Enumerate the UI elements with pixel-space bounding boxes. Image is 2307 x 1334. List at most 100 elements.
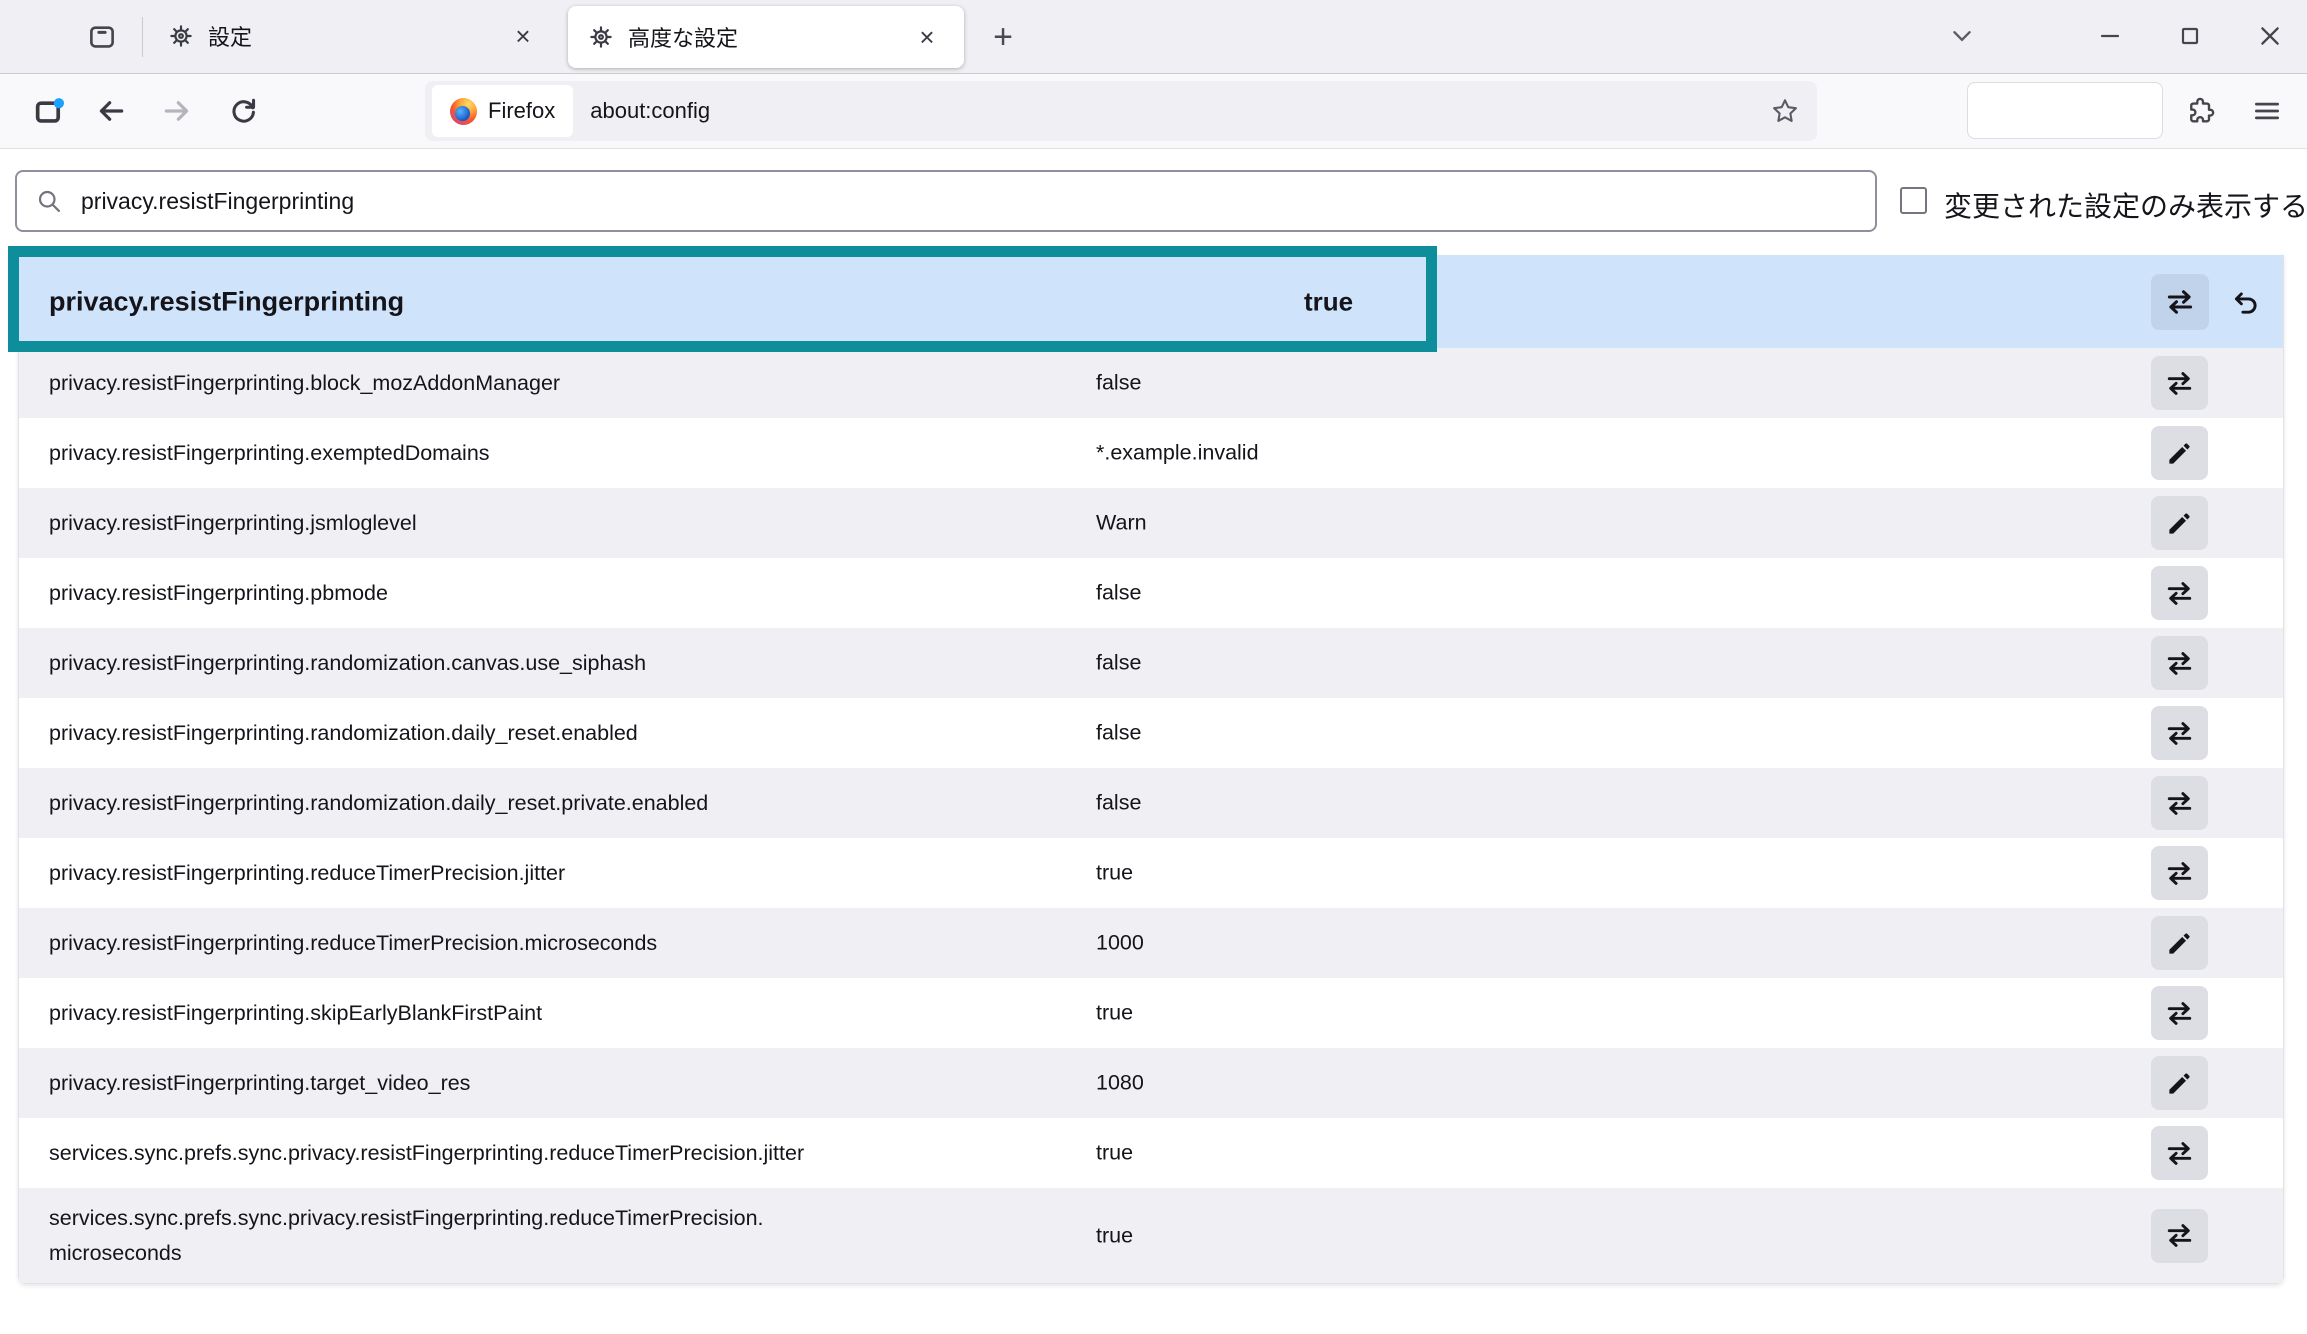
pref-value: false	[1096, 650, 1142, 675]
undo-icon	[2234, 291, 2257, 314]
pref-value: *.example.invalid	[1096, 440, 1259, 465]
pref-row-selected[interactable]: privacy.resistFingerprinting true	[19, 255, 2283, 348]
firefox-view-button[interactable]	[78, 14, 126, 60]
firefox-view-icon	[90, 26, 114, 48]
pref-value: false	[1096, 580, 1142, 605]
pref-row[interactable]: privacy.resistFingerprinting.exemptedDom…	[19, 418, 2283, 488]
url-bar[interactable]: Firefox about:config	[425, 81, 1817, 141]
window-notification-icon	[35, 98, 65, 123]
tab-manager-button[interactable]	[26, 88, 72, 134]
pref-row[interactable]: privacy.resistFingerprinting.reduceTimer…	[19, 908, 2283, 978]
site-identity-chip[interactable]: Firefox	[432, 85, 574, 137]
pref-name: services.sync.prefs.sync.privacy.resistF…	[49, 1140, 805, 1165]
pref-action-button[interactable]	[2151, 706, 2208, 760]
pref-name: privacy.resistFingerprinting.randomizati…	[49, 720, 638, 745]
pref-row[interactable]: privacy.resistFingerprinting.block_mozAd…	[19, 348, 2283, 418]
forward-button[interactable]	[154, 88, 200, 134]
pref-row[interactable]: privacy.resistFingerprinting.randomizati…	[19, 768, 2283, 838]
reload-button[interactable]	[220, 88, 266, 134]
config-search-input[interactable]	[15, 170, 1877, 232]
pref-action-button[interactable]	[2151, 496, 2208, 550]
pref-action-button[interactable]	[2151, 566, 2208, 620]
toggle-icon	[2167, 371, 2192, 395]
extensions-button[interactable]	[2178, 88, 2224, 134]
pref-action-button[interactable]	[2151, 1208, 2208, 1263]
pref-value: false	[1096, 720, 1142, 745]
pref-value: true	[1096, 1000, 1134, 1025]
pref-name: privacy.resistFingerprinting.randomizati…	[49, 790, 709, 815]
pref-rows: privacy.resistFingerprinting.block_mozAd…	[19, 348, 2283, 1283]
edit-pencil-icon	[2169, 442, 2190, 464]
maximize-icon	[2181, 27, 2199, 45]
toggle-icon	[2167, 1001, 2192, 1025]
url-text: about:config	[590, 98, 711, 123]
app-menu-button[interactable]	[2244, 88, 2290, 134]
firefox-logo-icon	[450, 97, 477, 125]
pref-action-button[interactable]	[2151, 776, 2208, 830]
preferences-table: privacy.resistFingerprinting true privac…	[18, 255, 2284, 1284]
pref-action-button[interactable]	[2151, 636, 2208, 690]
pref-action-button[interactable]	[2151, 846, 2208, 900]
star-icon	[1773, 99, 1797, 122]
toggle-icon	[2167, 289, 2193, 314]
pref-name: privacy.resistFingerprinting.target_vide…	[49, 1070, 471, 1095]
tab-settings[interactable]: 設定 ×	[148, 0, 560, 72]
pref-name: privacy.resistFingerprinting.reduceTimer…	[49, 860, 566, 885]
pref-row[interactable]: privacy.resistFingerprinting.skipEarlyBl…	[19, 978, 2283, 1048]
pref-action-button[interactable]	[2151, 356, 2208, 410]
pref-row[interactable]: services.sync.prefs.sync.privacy.resistF…	[19, 1118, 2283, 1188]
pref-value: true	[1096, 860, 1134, 885]
maximize-button[interactable]	[2166, 12, 2214, 60]
pref-row[interactable]: privacy.resistFingerprinting.randomizati…	[19, 698, 2283, 768]
close-icon	[2261, 27, 2279, 45]
pref-name: privacy.resistFingerprinting.jsmloglevel	[49, 510, 417, 535]
close-window-button[interactable]	[2246, 12, 2294, 60]
pref-name: privacy.resistFingerprinting.randomizati…	[49, 650, 647, 675]
pref-row[interactable]: services.sync.prefs.sync.privacy.resistF…	[19, 1188, 2283, 1283]
pref-action-button[interactable]	[2151, 986, 2208, 1040]
tab-close-icon[interactable]: ×	[910, 20, 944, 54]
gear-icon	[590, 26, 612, 48]
pref-action-button[interactable]	[2151, 1126, 2208, 1180]
tab-bar: 設定 × 高度な設定 × +	[0, 0, 2307, 74]
tab-close-icon[interactable]: ×	[506, 19, 540, 53]
pref-name: privacy.resistFingerprinting	[49, 286, 405, 316]
pref-value: false	[1096, 790, 1142, 815]
pref-row[interactable]: privacy.resistFingerprinting.randomizati…	[19, 628, 2283, 698]
edit-pencil-icon	[2169, 512, 2190, 534]
pref-action-button[interactable]	[2151, 1056, 2208, 1110]
pref-value: Warn	[1096, 510, 1147, 535]
pref-action-button[interactable]	[2151, 426, 2208, 480]
chevron-down-icon	[1953, 31, 1971, 42]
pref-row[interactable]: privacy.resistFingerprinting.jsmloglevel…	[19, 488, 2283, 558]
list-all-tabs-button[interactable]	[1938, 12, 1986, 60]
pref-toggle-button[interactable]	[2151, 273, 2209, 330]
pref-reset-button[interactable]	[2223, 279, 2269, 325]
bookmark-star-button[interactable]	[1763, 89, 1807, 133]
new-tab-button[interactable]: +	[980, 14, 1026, 60]
search-icon	[38, 190, 61, 213]
tab-separator	[142, 17, 143, 57]
edit-pencil-icon	[2169, 932, 2190, 954]
tab-label: 高度な設定	[628, 26, 739, 51]
site-chip-label: Firefox	[488, 98, 556, 123]
pref-row[interactable]: privacy.resistFingerprinting.reduceTimer…	[19, 838, 2283, 908]
toggle-icon	[2167, 581, 2192, 605]
hamburger-menu-icon	[2255, 102, 2279, 120]
gear-icon	[170, 25, 192, 47]
tab-advanced-settings[interactable]: 高度な設定 ×	[568, 6, 964, 68]
config-search	[15, 170, 1877, 232]
back-button[interactable]	[88, 88, 134, 134]
toolbar-search-field[interactable]	[1967, 82, 2163, 139]
pref-row[interactable]: privacy.resistFingerprinting.target_vide…	[19, 1048, 2283, 1118]
show-modified-only-checkbox[interactable]	[1900, 187, 1927, 214]
minimize-button[interactable]	[2086, 12, 2134, 60]
toggle-icon	[2167, 791, 2192, 815]
navigation-toolbar: Firefox about:config	[0, 74, 2307, 149]
show-modified-only-label: 変更された設定のみ表示する	[1944, 191, 2307, 222]
pref-row[interactable]: privacy.resistFingerprinting.pbmode fals…	[19, 558, 2283, 628]
pref-action-button[interactable]	[2151, 916, 2208, 970]
edit-pencil-icon	[2169, 1072, 2190, 1094]
forward-arrow-icon	[164, 101, 189, 121]
